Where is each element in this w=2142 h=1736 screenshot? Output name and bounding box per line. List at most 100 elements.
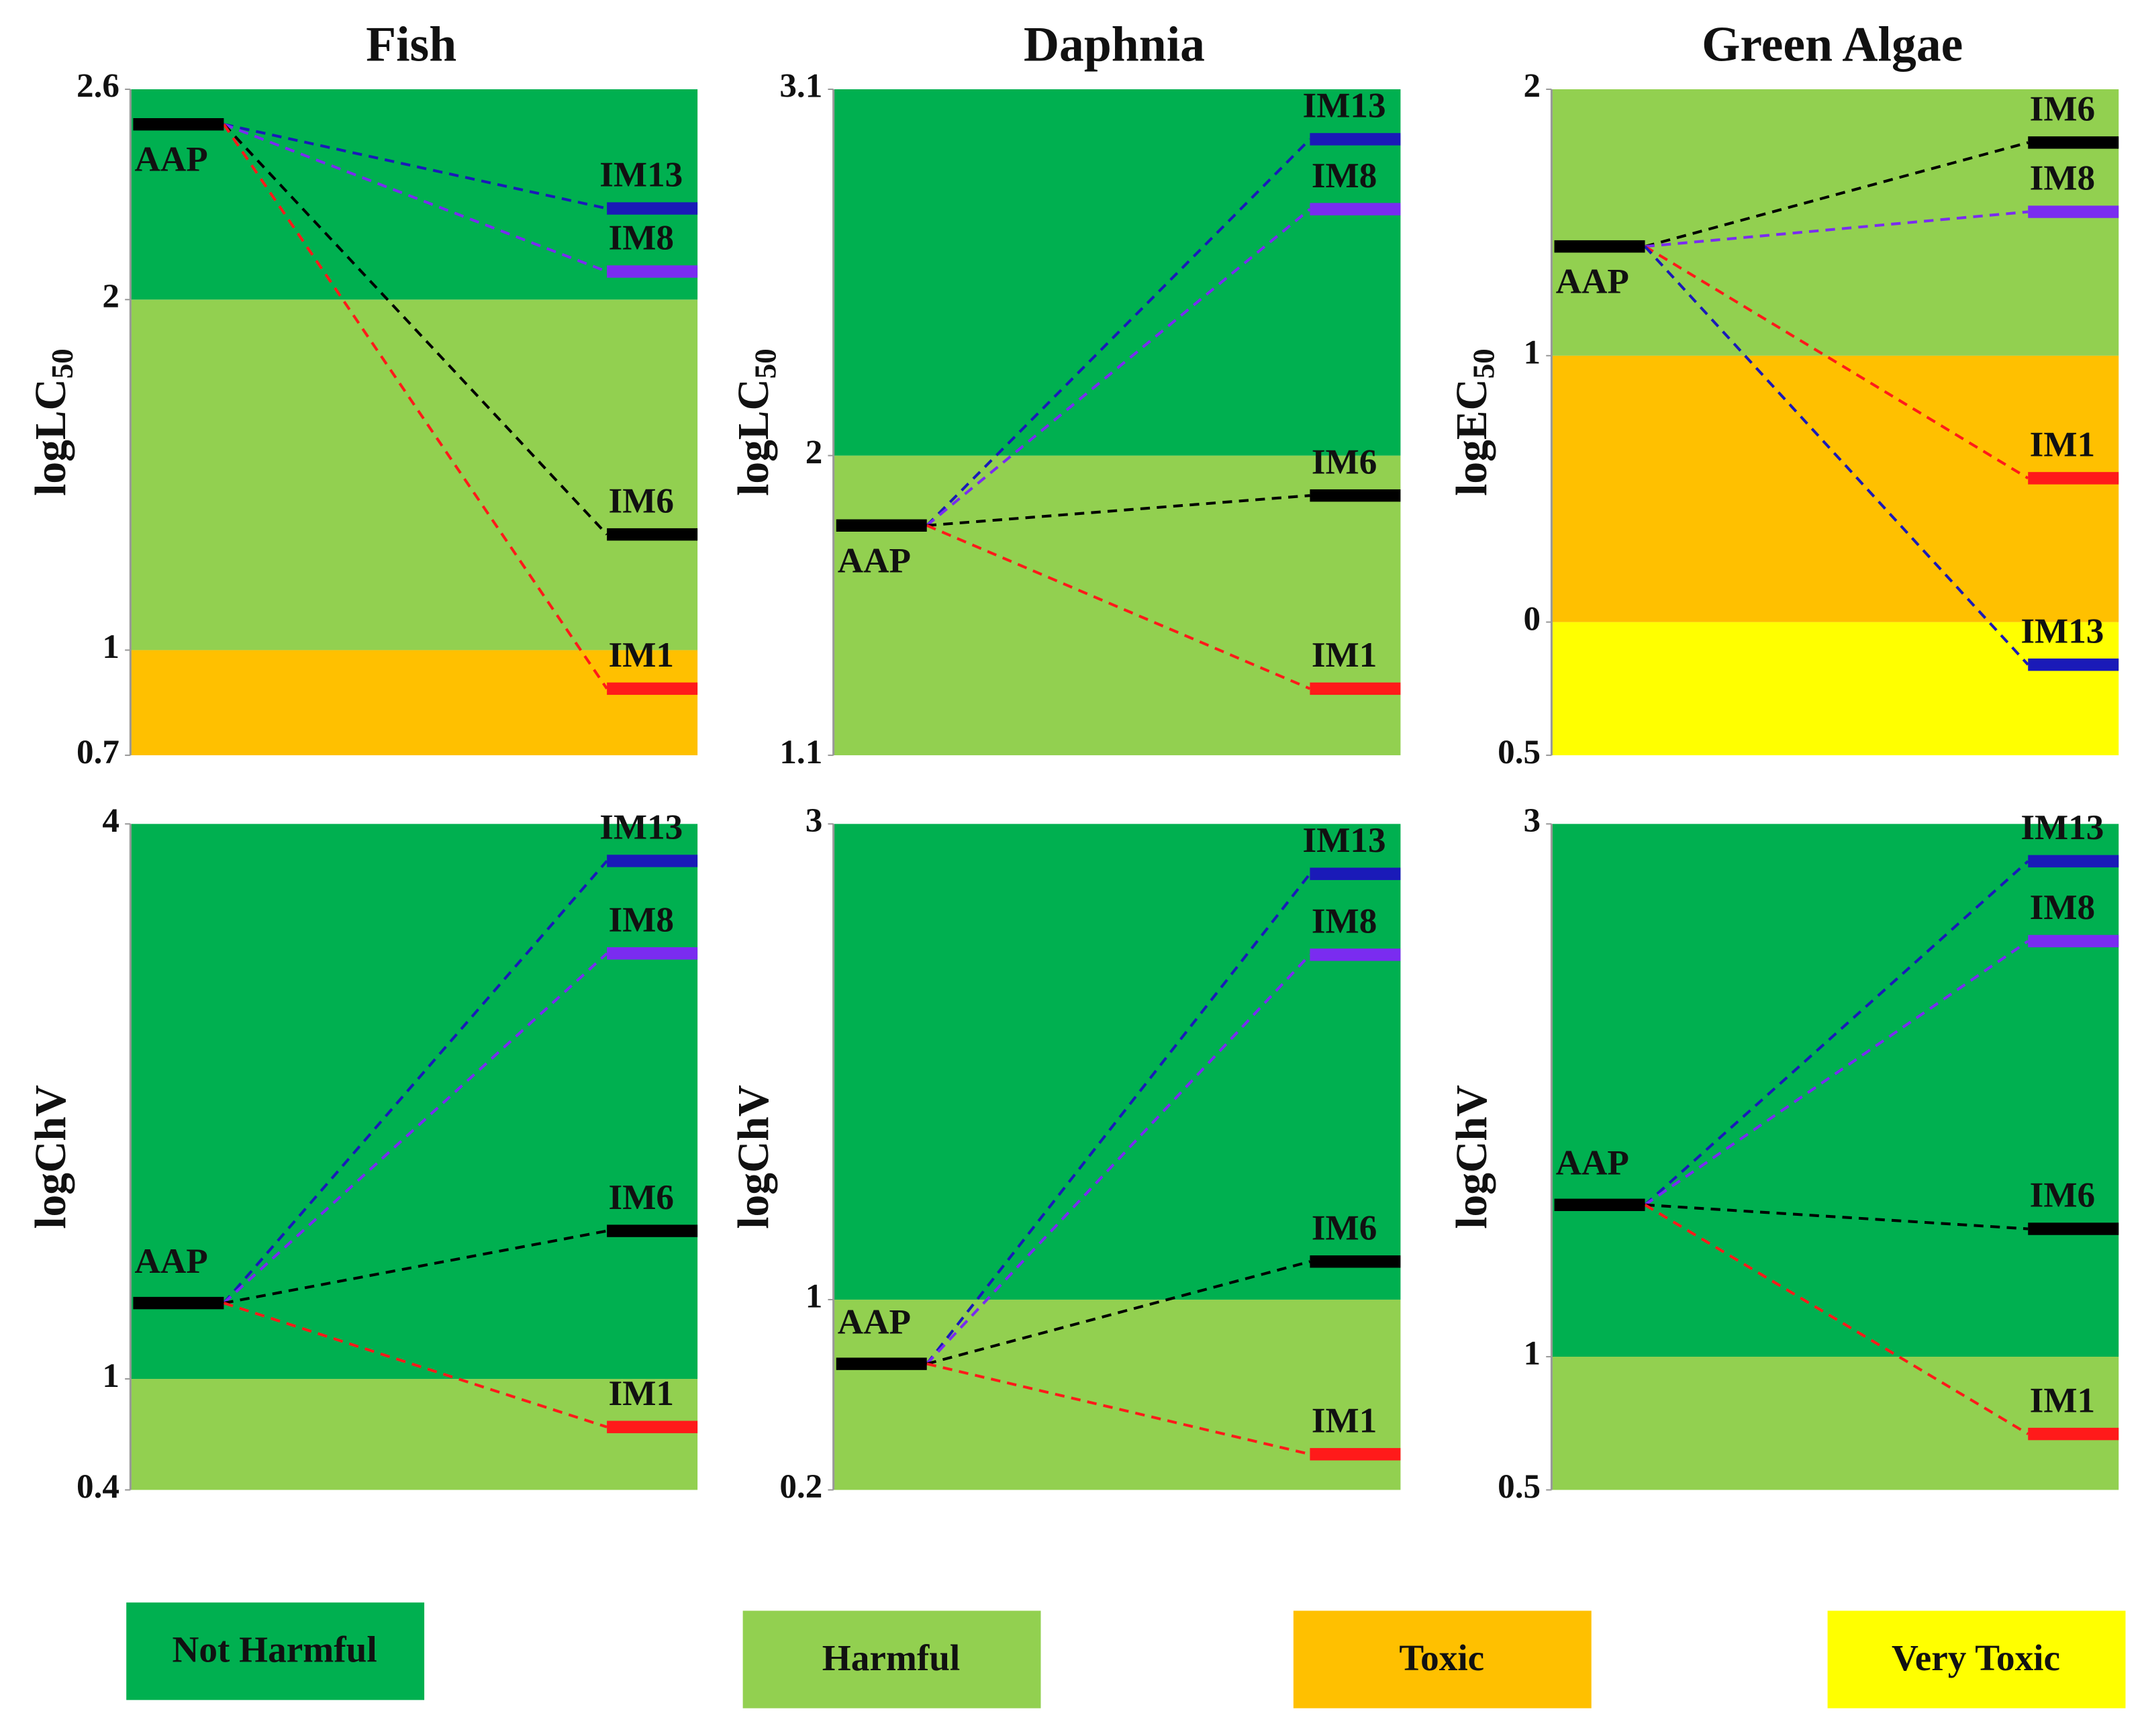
start-bar	[133, 117, 224, 131]
level-bar	[1310, 949, 1401, 961]
level-bar	[2028, 1427, 2119, 1441]
legend-swatch	[126, 1602, 425, 1700]
y-tick-label: 0.4	[77, 1467, 119, 1506]
panel: 0.7 1 2 2.6 Fish logLC50 IM13 IM8 IM6 IM1 AAP	[27, 17, 698, 771]
connector-line	[1644, 940, 2029, 1206]
level-bar	[607, 682, 698, 695]
level-label: IM6	[609, 481, 674, 520]
level-bar	[1310, 1448, 1401, 1461]
level-bar	[607, 947, 698, 960]
y-tick-label: 0.2	[779, 1467, 822, 1506]
category-band	[1551, 622, 2119, 756]
category-band	[130, 650, 698, 756]
connector-line	[1645, 1203, 2029, 1231]
connector-line	[926, 1260, 1310, 1365]
level-label: IM6	[2030, 1175, 2095, 1215]
y-axis-label: logEC50	[1448, 348, 1501, 496]
connector-line	[223, 952, 608, 1304]
connector-line	[1645, 210, 2029, 248]
category-band	[1551, 1356, 2119, 1490]
panel: 0.4 1 4 logChV IM13 IM8 IM6 IM1 AAP	[27, 802, 698, 1506]
level-bar	[1310, 203, 1401, 215]
y-axis-label: logChV	[27, 1085, 75, 1229]
level-label: IM6	[1312, 442, 1377, 481]
level-bar	[607, 855, 698, 867]
y-axis-label-text: logChV	[27, 1085, 75, 1229]
legend-swatch	[1293, 1610, 1592, 1708]
category-band	[130, 824, 698, 1380]
level-bar	[607, 528, 698, 541]
start-bar	[1554, 1198, 1645, 1212]
y-tick-label: 3	[806, 802, 823, 840]
level-bar	[607, 202, 698, 215]
connector-line	[1644, 1204, 2029, 1435]
connector-line	[926, 138, 1311, 527]
y-tick-label: 4	[102, 802, 119, 840]
level-label: IM13	[2021, 611, 2104, 650]
y-axis-label: logChV	[1448, 1085, 1496, 1229]
level-label: IM1	[2030, 1380, 2095, 1420]
panel-title: Green Algae	[1702, 17, 1963, 72]
y-tick-label: 1	[1524, 334, 1541, 372]
level-bar	[1310, 682, 1401, 695]
category-band	[833, 89, 1401, 456]
y-tick-label: 1	[1524, 1335, 1541, 1373]
level-bar	[607, 265, 698, 278]
level-label: IM8	[2030, 887, 2095, 927]
connector-line	[223, 123, 607, 273]
legend-label: Toxic	[1399, 1637, 1484, 1678]
level-bar	[2028, 1222, 2119, 1235]
level-label: IM8	[609, 900, 674, 939]
panel-title: Daphnia	[1024, 17, 1205, 72]
y-axis-label-text: logEC	[1448, 379, 1496, 496]
connector-line	[222, 124, 608, 690]
connector-line	[926, 524, 1311, 690]
y-axis-label: logChV	[730, 1085, 778, 1229]
category-band	[130, 299, 698, 650]
y-axis-label: logLC50	[730, 348, 783, 496]
start-bar	[1554, 240, 1645, 253]
level-label: IM13	[2021, 808, 2104, 847]
start-label: AAP	[1556, 262, 1629, 301]
y-tick-label: 0.7	[77, 733, 119, 771]
level-label: IM13	[1303, 86, 1386, 126]
category-band	[833, 824, 1401, 1300]
y-tick-label: 3	[1524, 802, 1541, 840]
y-axis-label-sub: 50	[1467, 348, 1501, 379]
start-label: AAP	[134, 140, 207, 179]
level-label: IM6	[609, 1177, 674, 1217]
legend-label: Not Harmful	[173, 1629, 377, 1670]
y-axis-label-text: logChV	[730, 1085, 778, 1229]
level-bar	[1310, 867, 1401, 880]
panel: 0.5 0 1 2 Green Algae logEC50 IM6 IM8 IM1 IM13 AAP	[1448, 17, 2119, 771]
start-bar	[133, 1296, 224, 1310]
y-tick-label: 2.6	[77, 67, 119, 105]
level-bar	[2028, 205, 2119, 218]
y-axis-label-text: logLC	[730, 379, 778, 496]
level-bar	[1310, 489, 1401, 502]
y-tick-label: 2	[806, 433, 823, 471]
start-label: AAP	[1556, 1143, 1629, 1183]
level-label: IM8	[1312, 156, 1377, 195]
category-band	[130, 1379, 698, 1490]
connector-line	[1644, 141, 2029, 248]
y-tick-label: 1	[806, 1277, 823, 1316]
level-label: IM8	[2030, 158, 2095, 198]
y-tick-label: 2	[102, 277, 119, 316]
level-label: IM13	[1303, 820, 1386, 860]
connector-line	[926, 494, 1310, 527]
connector-line	[222, 123, 608, 536]
connector-line	[1644, 245, 2029, 480]
level-bar	[2028, 934, 2119, 948]
level-bar	[1310, 1255, 1401, 1268]
legend-swatch	[1827, 1610, 2126, 1708]
panel-title: Fish	[366, 17, 456, 72]
panel: 0.5 1 3 logChV IM13 IM8 IM6 IM1 AAP	[1448, 802, 2119, 1506]
connector-line	[926, 953, 1311, 1365]
level-label: IM6	[1312, 1208, 1377, 1247]
category-band	[1551, 824, 2119, 1357]
level-label: IM8	[609, 218, 674, 258]
level-label: IM13	[599, 808, 683, 847]
panel: 1.1 2 3.1 Daphnia logLC50 IM13 IM8 IM6 IM1 AAP	[730, 17, 1401, 771]
